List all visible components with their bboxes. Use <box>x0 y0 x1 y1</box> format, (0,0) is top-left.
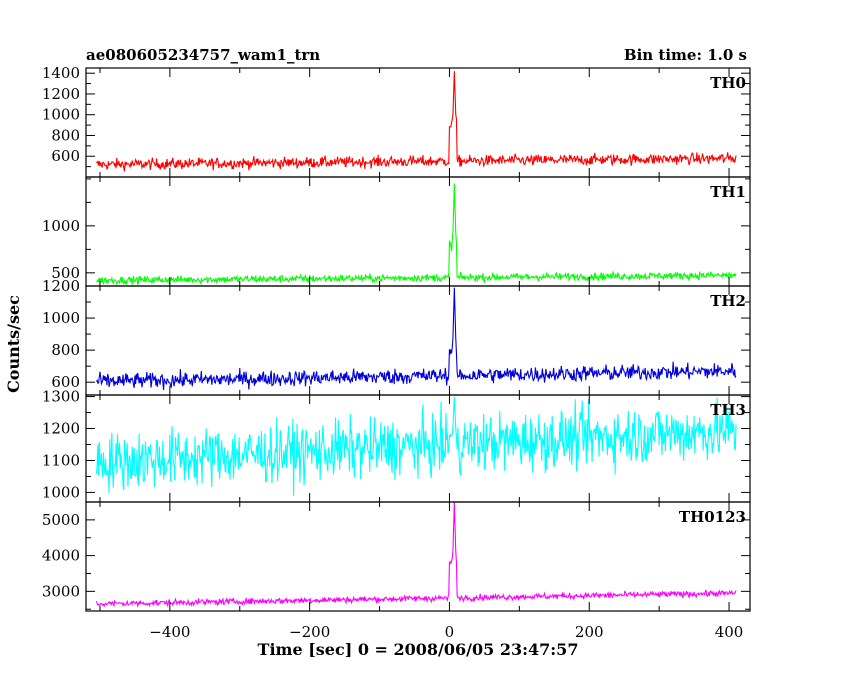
panel-label-th1: TH1 <box>710 183 746 201</box>
series-th3-line <box>95 396 737 496</box>
y-tick-label: 1300 <box>42 388 80 406</box>
y-tick-label: 4000 <box>42 547 80 565</box>
panel-th3: 1000 1100 1200 1300 TH3 <box>42 388 751 503</box>
y-tick-label: 1000 <box>42 106 80 124</box>
chart-title: ae080605234757_wam1_trn <box>86 46 320 64</box>
x-tick-label: 200 <box>575 623 604 641</box>
x-axis-label: Time [sec] 0 = 2008/06/05 23:47:57 <box>258 640 579 659</box>
panel-th1: 500 1000 TH1 <box>42 176 751 287</box>
y-tick-label: 500 <box>51 264 80 282</box>
y-tick-label: 1200 <box>42 85 80 103</box>
x-tick-label: 0 <box>445 623 455 641</box>
panel-th0: 600 800 1000 1200 1400 TH0 <box>42 64 751 178</box>
y-tick-label: 5000 <box>42 511 80 529</box>
bin-time-label: Bin time: 1.0 s <box>624 46 747 64</box>
panel-th0123: 3000 4000 5000 TH0123 <box>42 501 751 612</box>
y-tick-label: 3000 <box>42 582 80 600</box>
panel-label-th0123: TH0123 <box>679 508 746 526</box>
y-tick-label: 1000 <box>42 483 80 501</box>
y-tick-label: 1200 <box>42 277 80 295</box>
y-tick-label: 1200 <box>42 420 80 438</box>
panel-label-th0: TH0 <box>710 74 746 92</box>
y-tick-label: 600 <box>51 147 80 165</box>
y-axis-label: Counts/sec <box>4 295 23 393</box>
panel-th2: 600 800 1000 1200 TH2 <box>42 277 751 396</box>
panel-label-th2: TH2 <box>710 292 746 310</box>
x-tick-label: −400 <box>149 623 190 641</box>
series-th2-line <box>95 287 737 391</box>
y-tick-label: 800 <box>51 126 80 144</box>
y-tick-label: 1000 <box>42 309 80 327</box>
x-tick-label: 400 <box>715 623 744 641</box>
y-tick-label: 1000 <box>42 217 80 235</box>
y-tick-label: 1400 <box>42 64 80 82</box>
y-tick-label: 1100 <box>42 451 80 469</box>
panels: 600 800 1000 1200 1400 TH0 500 1000 TH1 600 800 100… <box>42 64 751 612</box>
y-tick-label: 800 <box>51 341 80 359</box>
panel-frame <box>85 176 751 287</box>
panel-label-th3: TH3 <box>710 401 746 419</box>
x-tick-label: −200 <box>289 623 330 641</box>
x-axis: −400 −200 0 200 400 <box>149 623 743 641</box>
series-th0123-line <box>95 502 737 608</box>
y-tick-label: 600 <box>51 373 80 391</box>
series-th1-line <box>96 183 737 286</box>
panel-frame <box>85 501 751 612</box>
series-th0-line <box>96 71 737 172</box>
